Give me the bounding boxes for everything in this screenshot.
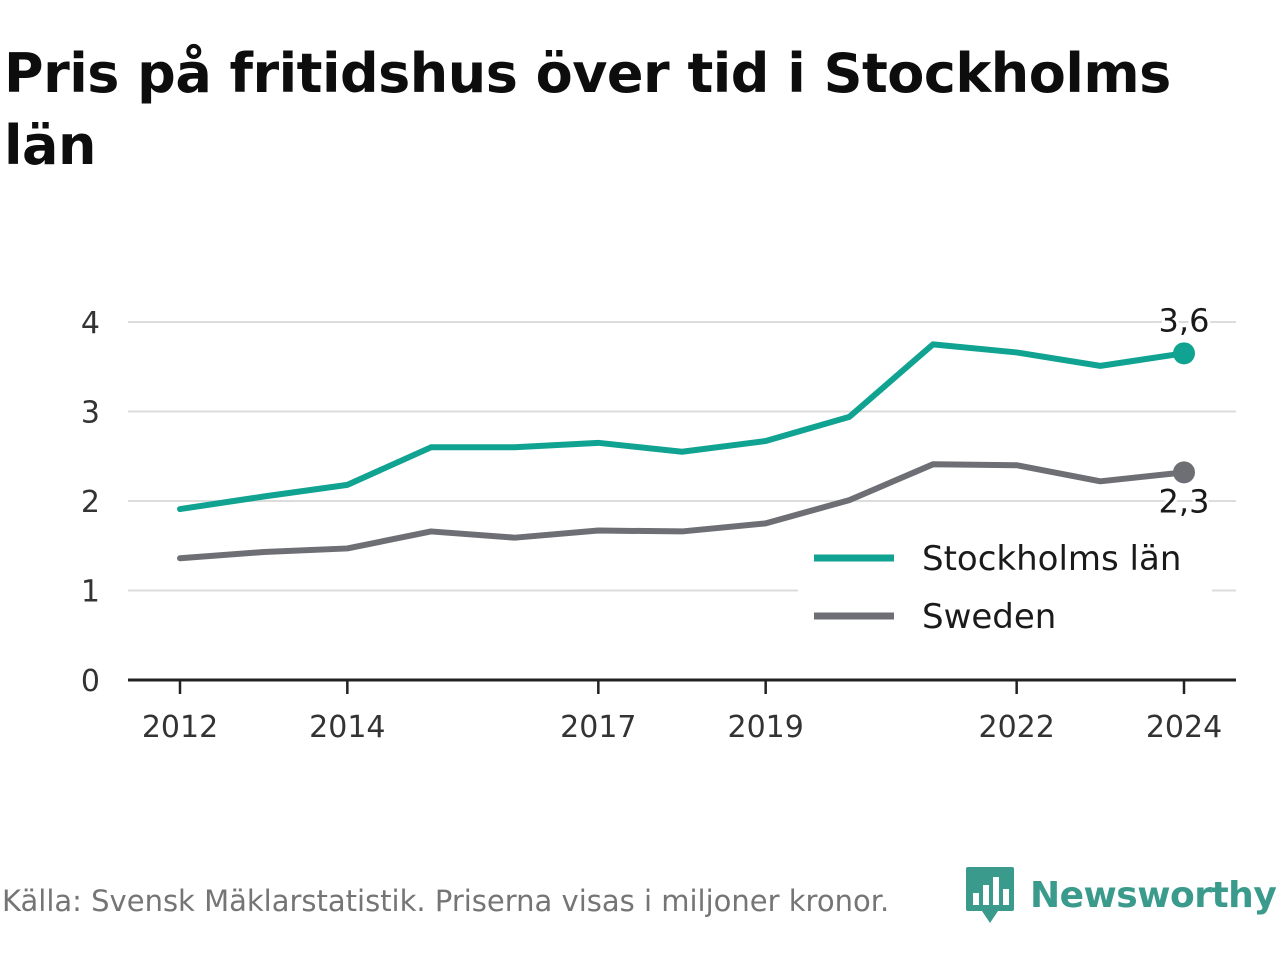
x-tick-label: 2019: [727, 710, 803, 745]
y-tick-label: 4: [81, 306, 100, 341]
axes: 0 1 2 3 4 2012 2014 2017 2019 2022 2024: [81, 306, 1236, 745]
end-value-label: 3,6: [1159, 301, 1210, 339]
x-tick-label: 2024: [1146, 710, 1222, 745]
brand-name: Newsworthy: [1030, 874, 1277, 916]
x-tick-label: 2012: [142, 710, 218, 745]
legend: Stockholms län Sweden: [798, 532, 1212, 652]
legend-label: Stockholms län: [922, 539, 1181, 579]
line-chart: 0 1 2 3 4 2012 2014 2017 2019 2022 2024 Stockholms…: [80, 298, 1236, 745]
x-tick-label: 2014: [309, 710, 385, 745]
end-point-stockholms-lan: [1173, 342, 1195, 365]
series-lines: [177, 341, 1195, 562]
x-tick-label: 2022: [978, 710, 1054, 745]
legend-background: [798, 532, 1212, 652]
newsworthy-logo-icon: [966, 867, 1014, 923]
y-tick-label: 1: [81, 575, 100, 610]
end-value-label: 2,3: [1159, 482, 1210, 520]
source-note: Källa: Svensk Mäklarstatistik. Priserna …: [2, 884, 890, 918]
data-labels: 3,6 2,3: [1156, 298, 1213, 523]
chart-title: Pris på fritidshus över tid i Stockholms…: [4, 42, 1171, 177]
end-point-sweden: [1173, 461, 1195, 484]
series-line-sweden: [177, 461, 1187, 562]
y-tick-label: 2: [81, 485, 100, 520]
y-tick-label: 3: [81, 396, 100, 431]
y-tick-label: 0: [81, 664, 100, 699]
brand-logo-group: Newsworthy: [964, 864, 1277, 926]
x-tick-label: 2017: [560, 710, 636, 745]
series-line-stockholms-lan: [177, 341, 1187, 513]
legend-label: Sweden: [922, 597, 1056, 637]
